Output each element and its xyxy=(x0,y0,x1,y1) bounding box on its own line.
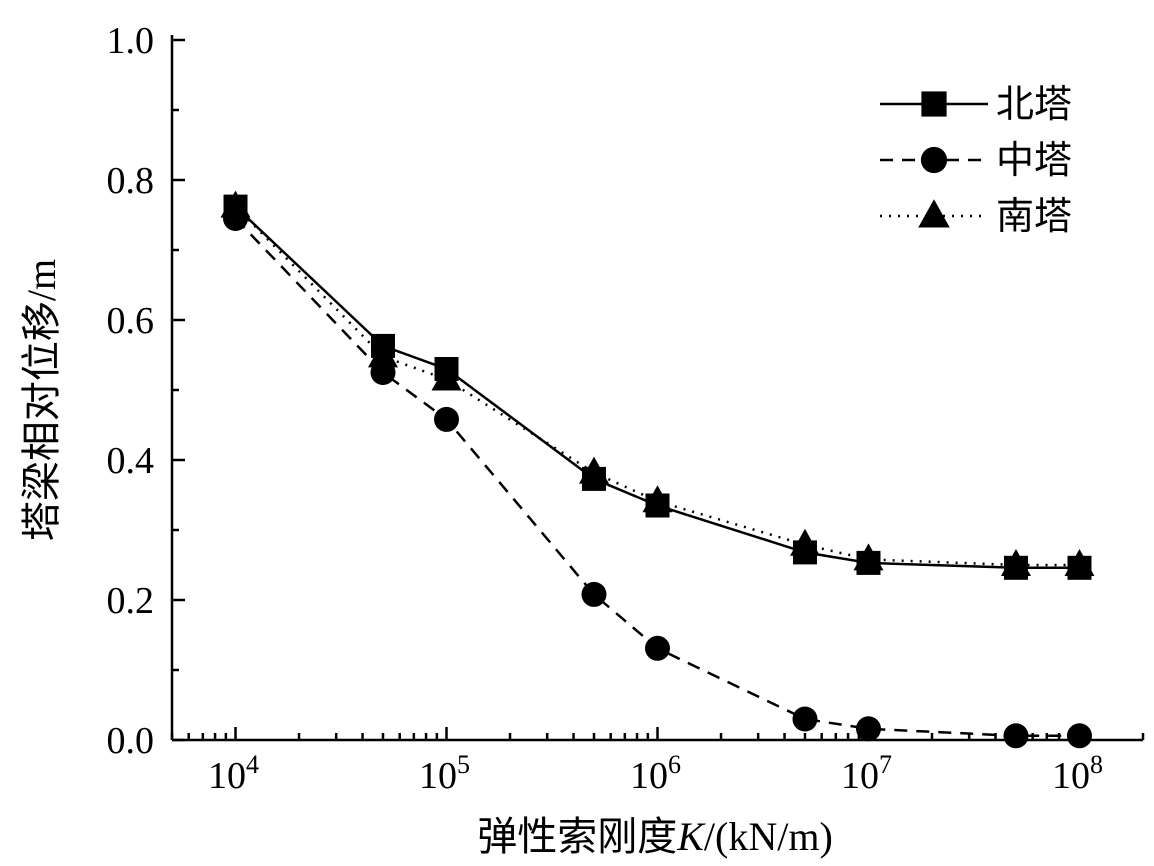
south-tower-point xyxy=(367,340,398,368)
legend-item-middle-tower: 中塔 xyxy=(880,138,1072,182)
middle-tower-point xyxy=(855,716,881,742)
y-tick-label: 0.6 xyxy=(107,300,155,342)
x-tick-label: 107 xyxy=(841,750,892,797)
x-tick-label: 108 xyxy=(1052,750,1103,797)
middle-tower-point xyxy=(1066,723,1092,749)
legend-marker xyxy=(920,146,948,174)
south-tower-point xyxy=(431,363,462,391)
north-tower-series xyxy=(223,194,1092,580)
south-tower-point xyxy=(578,456,609,484)
south-tower-point xyxy=(642,485,673,513)
legend-marker xyxy=(918,199,950,228)
legend-label: 中塔 xyxy=(996,138,1072,182)
south-tower-point xyxy=(853,543,884,571)
south-tower-point xyxy=(220,190,251,218)
south-tower-series xyxy=(220,190,1095,576)
x-tick-label: 105 xyxy=(419,750,470,797)
y-tick-label: 1.0 xyxy=(107,20,155,62)
y-axis-label: 塔梁相对位移/m xyxy=(19,259,65,541)
south-tower-point xyxy=(1064,549,1095,576)
middle-tower-point xyxy=(434,406,460,432)
legend-label: 北塔 xyxy=(996,82,1072,126)
south-tower-point xyxy=(1000,549,1031,576)
legend-marker xyxy=(921,91,947,117)
y-tick-label: 0.0 xyxy=(107,720,155,762)
middle-tower-point xyxy=(645,635,670,661)
legend-item-south-tower: 南塔 xyxy=(880,194,1072,238)
axis-labels: 塔梁相对位移/m 弹性索刚度K/(kN/m) xyxy=(19,259,833,860)
middle-tower-point xyxy=(581,581,607,607)
axes: 0.0 0.2 0.4 0.6 0.8 1.0 104 105 106 107 108 xyxy=(107,20,1145,797)
legend-label: 南塔 xyxy=(996,194,1072,238)
middle-tower-point xyxy=(1003,723,1029,749)
south-tower-point xyxy=(789,528,820,556)
legend-item-north-tower: 北塔 xyxy=(880,82,1072,126)
middle-tower-series xyxy=(223,206,1092,749)
y-tick-label: 0.2 xyxy=(107,580,155,622)
series-layer xyxy=(220,190,1095,749)
x-tick-label: 104 xyxy=(208,750,259,797)
y-tick-label: 0.4 xyxy=(107,440,155,482)
y-tick-label: 0.8 xyxy=(107,160,155,202)
middle-tower-point xyxy=(792,706,818,732)
x-axis-label: 弹性索刚度K/(kN/m) xyxy=(477,814,833,860)
x-tick-label: 106 xyxy=(630,750,681,797)
